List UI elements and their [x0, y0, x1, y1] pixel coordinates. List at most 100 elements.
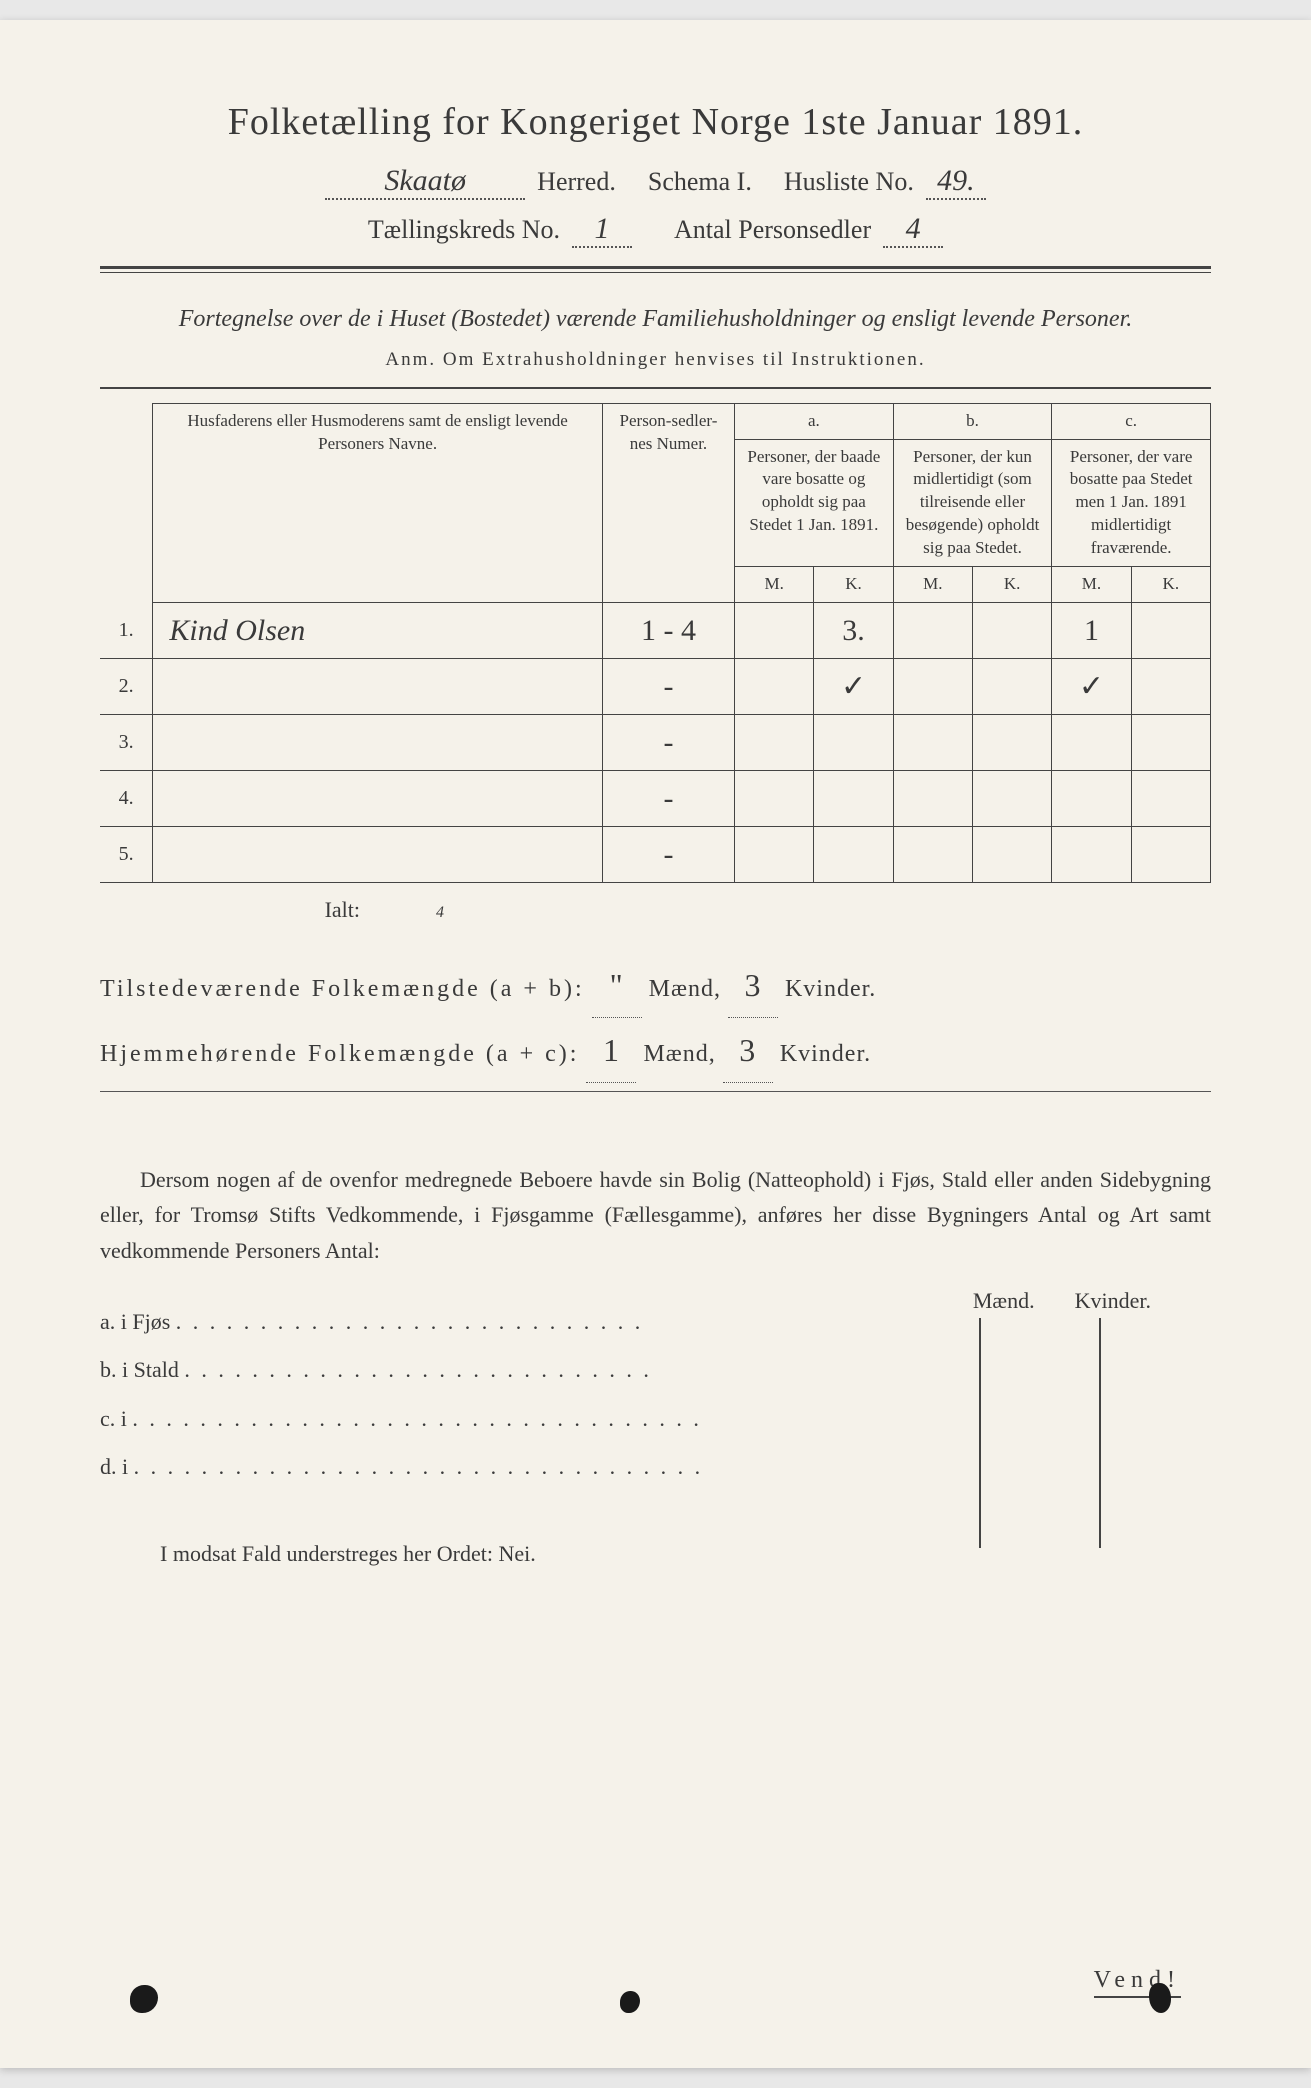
side-b-label: b. i Stald [100, 1357, 179, 1382]
th-c-m: M. [1052, 567, 1131, 603]
dots: . . . . . . . . . . . . . . . . . . . . … [184, 1357, 652, 1382]
totals-line-1: Tilstedeværende Folkemængde (a + b): " M… [100, 953, 1211, 1018]
cell-bM [893, 659, 972, 715]
side-c: c. i . . . . . . . . . . . . . . . . . .… [100, 1395, 1211, 1443]
cell-name [153, 715, 603, 771]
nei-line: I modsat Fald understreges her Ordet: Ne… [100, 1541, 1211, 1567]
inkblot-icon [1149, 1983, 1171, 2013]
cell-cK [1131, 715, 1210, 771]
table-row: 5. - [100, 827, 1211, 883]
cell-name: Kind Olsen [153, 603, 603, 659]
totals-kvinder-1: Kvinder. [785, 976, 876, 1002]
cell-aM [735, 771, 814, 827]
cell-cM [1052, 715, 1131, 771]
totals-block: Tilstedeværende Folkemængde (a + b): " M… [100, 953, 1211, 1092]
row-number: 3. [100, 715, 153, 771]
side-c-label: c. i [100, 1406, 127, 1431]
th-a-top: a. [735, 403, 894, 439]
subtitle: Fortegnelse over de i Huset (Bostedet) v… [100, 303, 1211, 337]
totals-l1-m: " [592, 953, 642, 1018]
row-number: 2. [100, 659, 153, 715]
cell-bK [973, 715, 1052, 771]
household-table: Husfaderens eller Husmoderens samt de en… [100, 403, 1211, 884]
cell-aK [814, 771, 893, 827]
mk-divider-1 [979, 1318, 981, 1548]
side-maend: Mænd. [973, 1288, 1035, 1314]
cell-numer: - [602, 827, 734, 883]
cell-numer: - [602, 771, 734, 827]
th-a: Personer, der baade vare bosatte og opho… [735, 439, 894, 567]
cell-bM [893, 827, 972, 883]
mk-divider-2 [1099, 1318, 1101, 1548]
cell-bK [973, 827, 1052, 883]
cell-cM: 1 [1052, 603, 1131, 659]
table-row: 3. - [100, 715, 1211, 771]
side-building-block: Mænd. Kvinder. a. i Fjøs . . . . . . . .… [100, 1298, 1211, 1492]
cell-cM [1052, 827, 1131, 883]
side-d-label: d. i [100, 1454, 128, 1479]
cell-cK [1131, 659, 1210, 715]
divider-double [100, 266, 1211, 273]
page-title: Folketælling for Kongeriget Norge 1ste J… [100, 100, 1211, 144]
cell-bM [893, 715, 972, 771]
cell-cM: ✓ [1052, 659, 1131, 715]
th-names: Husfaderens eller Husmoderens samt de en… [153, 403, 603, 603]
divider-single [100, 387, 1211, 389]
ialt-value: 4 [360, 904, 520, 922]
totals-l2-label: Hjemmehørende Folkemængde (a + c): [100, 1041, 579, 1067]
anm-note: Anm. Om Extrahusholdninger henvises til … [100, 349, 1211, 371]
table-row: 2.-✓✓ [100, 659, 1211, 715]
cell-bK [973, 659, 1052, 715]
th-c-top: c. [1052, 403, 1211, 439]
th-a-k: K. [814, 567, 893, 603]
mk-labels: Mænd. Kvinder. [973, 1288, 1151, 1314]
prose-paragraph: Dersom nogen af de ovenfor medregnede Be… [100, 1162, 1211, 1268]
totals-l2-m: 1 [586, 1018, 636, 1083]
cell-cM [1052, 771, 1131, 827]
totals-maend-2: Mænd, [643, 1041, 715, 1067]
th-b-k: K. [973, 567, 1052, 603]
cell-aK: 3. [814, 603, 893, 659]
dots: . . . . . . . . . . . . . . . . . . . . … [176, 1309, 644, 1334]
ialt-label: Ialt: [100, 897, 360, 923]
table-row: 1.Kind Olsen1 - 4 3. 1 [100, 603, 1211, 659]
herred-label: Herred. [537, 167, 616, 197]
totals-l1-label: Tilstedeværende Folkemængde (a + b): [100, 976, 585, 1002]
husliste-label: Husliste No. [784, 167, 914, 197]
cell-bK [973, 771, 1052, 827]
totals-rule [100, 1091, 1211, 1092]
side-b: b. i Stald . . . . . . . . . . . . . . .… [100, 1346, 1211, 1394]
totals-kvinder-2: Kvinder. [780, 1041, 871, 1067]
inkblot-icon [620, 1991, 640, 2013]
totals-l1-k: 3 [728, 953, 778, 1018]
cell-aM [735, 827, 814, 883]
totals-line-2: Hjemmehørende Folkemængde (a + c): 1 Mæn… [100, 1018, 1211, 1083]
cell-aK [814, 827, 893, 883]
th-c: Personer, der vare bosatte paa Stedet me… [1052, 439, 1211, 567]
cell-name [153, 771, 603, 827]
cell-cK [1131, 771, 1210, 827]
husliste-value: 49. [926, 164, 986, 200]
antal-value: 4 [883, 212, 943, 248]
cell-numer: 1 - 4 [602, 603, 734, 659]
schema-label: Schema I. [648, 167, 752, 197]
side-a-label: a. i Fjøs [100, 1309, 170, 1334]
cell-aM [735, 715, 814, 771]
row-number: 5. [100, 827, 153, 883]
side-kvinder: Kvinder. [1075, 1288, 1151, 1314]
dots: . . . . . . . . . . . . . . . . . . . . … [134, 1454, 704, 1479]
row-number: 4. [100, 771, 153, 827]
cell-numer: - [602, 715, 734, 771]
cell-cK [1131, 827, 1210, 883]
th-b: Personer, der kun midlertidigt (som tilr… [893, 439, 1052, 567]
side-list: a. i Fjøs . . . . . . . . . . . . . . . … [100, 1298, 1211, 1492]
cell-bK [973, 603, 1052, 659]
header-line-1: Skaatø Herred. Schema I. Husliste No. 49… [100, 164, 1211, 200]
th-c-k: K. [1131, 567, 1210, 603]
dots: . . . . . . . . . . . . . . . . . . . . … [132, 1406, 702, 1431]
cell-bM [893, 603, 972, 659]
th-b-top: b. [893, 403, 1052, 439]
cell-aM [735, 659, 814, 715]
row-number: 1. [100, 603, 153, 659]
kreds-value: 1 [572, 212, 632, 248]
